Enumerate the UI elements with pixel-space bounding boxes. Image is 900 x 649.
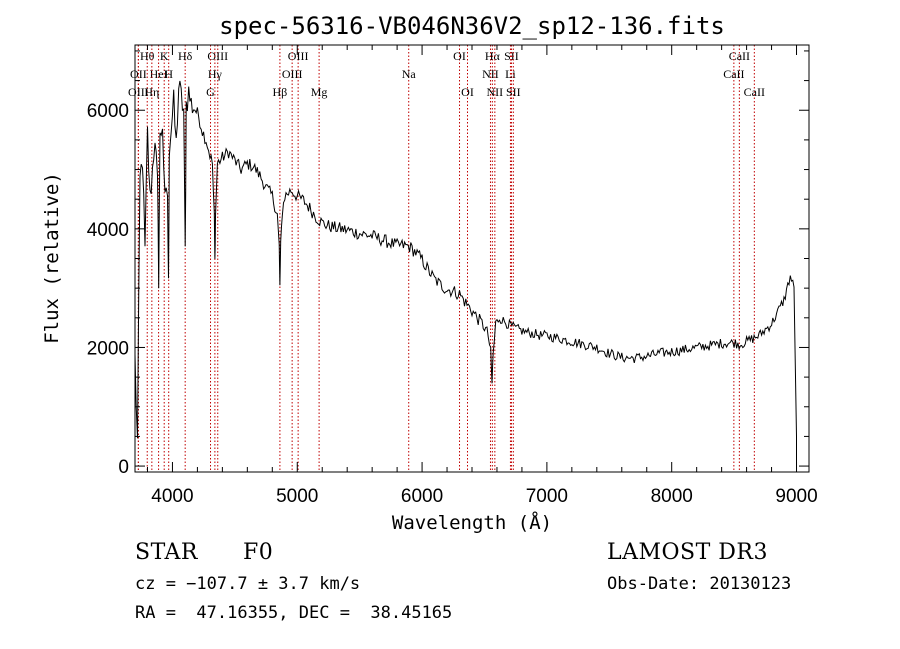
line-label: CaII (723, 67, 744, 81)
spectrum-chart: spec-56316-VB046N36V2_sp12-136.fits Hθ OI… (41, 12, 818, 534)
tick-labels: 4000 5000 6000 7000 8000 9000 0 2000 4000 6000 (87, 101, 818, 507)
y-tick-label: 0 (118, 457, 129, 478)
line-label: Na (402, 67, 417, 81)
survey-name: LAMOST DR3 (607, 540, 768, 565)
line-label: G (206, 85, 215, 99)
line-label: OIII (207, 49, 228, 63)
x-tick-label: 7000 (526, 486, 568, 507)
line-label: OIII (288, 49, 309, 63)
chart-title: spec-56316-VB046N36V2_sp12-136.fits (219, 12, 725, 40)
line-label: Hδ (178, 49, 193, 63)
x-axis-label: Wavelength (Å) (392, 511, 552, 534)
line-label: SII (504, 49, 519, 63)
line-label: SII (506, 85, 521, 99)
y-tick-label: 4000 (87, 220, 129, 241)
line-label: Hη (144, 85, 159, 99)
x-tick-label: 6000 (401, 486, 443, 507)
subclass: F0 (243, 540, 274, 565)
plot-frame (134, 44, 810, 473)
line-label: K (160, 49, 169, 63)
line-label: HeI (150, 67, 168, 81)
y-tick-label: 2000 (87, 338, 129, 359)
line-label: OIII (128, 85, 149, 99)
spectrum-line (134, 80, 797, 470)
line-label: NII (482, 67, 499, 81)
line-label: OI (453, 49, 466, 63)
axis-ticks (135, 45, 809, 472)
line-label: Li (505, 67, 516, 81)
line-label: NII (487, 85, 504, 99)
redshift-cz: cz = −107.7 ± 3.7 km/s (135, 574, 361, 594)
x-tick-label: 5000 (276, 486, 318, 507)
ra-dec: RA = 47.16355, DEC = 38.45165 (135, 603, 453, 623)
line-label: Hα (485, 49, 501, 63)
obs-date: Obs-Date: 20130123 (607, 574, 792, 594)
line-label: OI (461, 85, 474, 99)
line-label: OIII (282, 67, 303, 81)
x-tick-label: 8000 (651, 486, 693, 507)
line-label: H (164, 67, 173, 81)
line-label: Mg (311, 85, 328, 99)
object-type: STAR (135, 540, 198, 565)
line-label: Hγ (208, 67, 223, 81)
y-axis-label: Flux (relative) (41, 172, 63, 344)
line-label: Hθ (140, 49, 155, 63)
line-label: CaII (729, 49, 750, 63)
y-tick-label: 6000 (87, 101, 129, 122)
line-label: CaII (744, 85, 765, 99)
x-tick-label: 9000 (775, 486, 817, 507)
x-tick-label: 4000 (151, 486, 193, 507)
line-label: Hβ (273, 85, 288, 99)
